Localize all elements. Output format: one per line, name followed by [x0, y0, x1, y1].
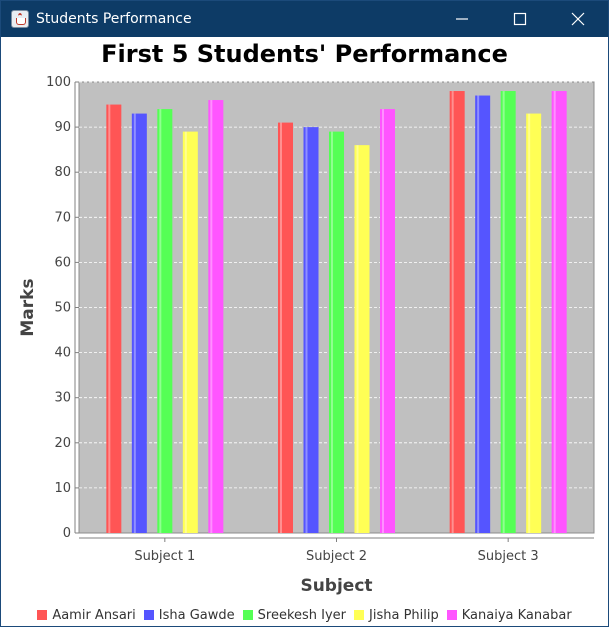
- y-tick-label: 50: [54, 301, 71, 316]
- bar-highlight: [108, 104, 111, 534]
- bar-highlight: [305, 127, 308, 533]
- bar: [278, 122, 293, 533]
- legend-item: Isha Gawde: [143, 607, 235, 623]
- y-axis-label: Marks: [18, 278, 38, 336]
- legend-label: Kanaiya Kanabar: [461, 607, 572, 623]
- close-button[interactable]: [549, 1, 607, 37]
- bar-highlight: [382, 109, 384, 533]
- bar-highlight: [210, 100, 213, 533]
- bar: [551, 91, 567, 534]
- bar-chart: 0 10 20 30 40 50 60 70 80 90 100 Subject 1 Subject 2…: [18, 75, 595, 596]
- title-bar[interactable]: Students Performance: [1, 1, 608, 37]
- legend-swatch: [143, 610, 154, 620]
- x-tick-label: Subject 2: [306, 549, 367, 564]
- bar: [354, 145, 370, 533]
- bar: [526, 113, 542, 533]
- bar-highlight: [331, 131, 333, 534]
- y-tick-label: 0: [63, 526, 71, 541]
- y-tick-label: 20: [54, 436, 71, 451]
- bar-highlight: [356, 145, 359, 533]
- chart-legend: Aamir Ansari Isha Gawde Sreekesh Iyer Jisha…: [1, 605, 608, 625]
- bar: [475, 95, 491, 533]
- bar: [303, 127, 319, 533]
- bar-highlight: [553, 91, 556, 534]
- bar: [157, 109, 173, 533]
- legend-item: Aamir Ansari: [37, 607, 136, 623]
- bar: [208, 100, 224, 533]
- legend-swatch: [242, 610, 253, 620]
- bar: [449, 91, 465, 534]
- x-tick-label: Subject 1: [134, 549, 195, 564]
- window-title: Students Performance: [36, 11, 192, 27]
- y-tick-label: 70: [54, 210, 71, 225]
- legend-label: Isha Gawde: [158, 607, 235, 623]
- legend-label: Aamir Ansari: [52, 607, 136, 623]
- bar-highlight: [159, 109, 162, 533]
- java-cup-icon: [11, 10, 29, 28]
- y-tick-label: 80: [54, 165, 71, 180]
- x-axis-label: Subject: [300, 576, 372, 596]
- bar: [500, 91, 516, 534]
- bar: [182, 131, 198, 534]
- maximize-button[interactable]: [491, 1, 549, 37]
- legend-swatch: [354, 610, 365, 620]
- minimize-button[interactable]: [433, 1, 491, 37]
- x-tick-label: Subject 3: [478, 549, 539, 564]
- close-icon: [571, 12, 585, 26]
- bar: [106, 104, 122, 534]
- legend-item: Sreekesh Iyer: [242, 607, 347, 623]
- bar-highlight: [528, 113, 531, 533]
- maximize-icon: [513, 12, 527, 26]
- legend-label: Sreekesh Iyer: [257, 607, 347, 623]
- legend-label: Jisha Philip: [369, 607, 439, 623]
- bar-highlight: [451, 91, 454, 534]
- y-tick-label: 100: [46, 75, 71, 90]
- bar-highlight: [502, 91, 505, 534]
- bar-highlight: [280, 122, 282, 533]
- bar-highlight: [133, 113, 136, 533]
- bar: [380, 109, 395, 533]
- legend-item: Jisha Philip: [354, 608, 439, 623]
- y-tick-label: 90: [54, 120, 71, 135]
- legend-swatch: [37, 610, 48, 620]
- bar-highlight: [477, 95, 480, 533]
- y-tick-label: 10: [54, 481, 71, 496]
- legend-item: Kanaiya Kanabar: [446, 607, 572, 623]
- legend-swatch: [446, 610, 457, 620]
- bar: [131, 113, 147, 533]
- bar: [329, 131, 344, 534]
- y-tick-label: 60: [54, 255, 71, 270]
- bar-highlight: [184, 131, 187, 534]
- chart-title: First 5 Students' Performance: [101, 40, 508, 68]
- y-tick-label: 30: [54, 391, 71, 406]
- y-tick-label: 40: [54, 346, 71, 361]
- minimize-icon: [456, 18, 468, 20]
